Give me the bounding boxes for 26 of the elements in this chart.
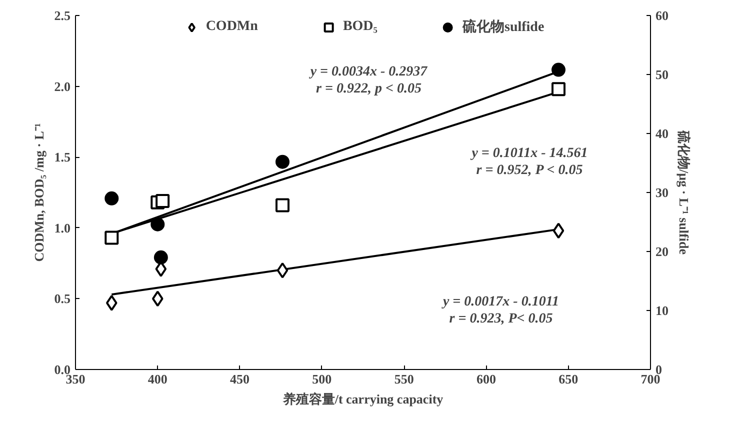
y-tick-label: 1.5 bbox=[54, 150, 71, 165]
x-tick-label: 600 bbox=[476, 372, 496, 386]
y-tick-label: 0.5 bbox=[54, 291, 71, 306]
x-tick-label: 450 bbox=[230, 372, 250, 386]
x-axis-title: 养殖容量/t carrying capacity bbox=[282, 392, 444, 406]
y2-tick-label: 30 bbox=[656, 185, 668, 200]
x-tick-label: 650 bbox=[558, 372, 578, 386]
y-tick-label: 1.0 bbox=[54, 220, 70, 236]
annotation: y = 0.0017x - 0.1011 r = 0.923, P< 0.05 bbox=[440, 294, 560, 327]
y2-tick-label: 60 bbox=[656, 8, 668, 23]
legend-label: 硫化物sulfide bbox=[462, 18, 544, 36]
y2-tick-label: 40 bbox=[656, 126, 668, 141]
legend-label: BOD₅ bbox=[342, 19, 378, 35]
x-tick-label: 400 bbox=[148, 372, 168, 386]
x-tick-label: 500 bbox=[312, 372, 332, 386]
annotation: y = 0.1011x - 14.561 r = 0.952, P < 0.05 bbox=[470, 146, 588, 178]
x-tick-label: 550 bbox=[394, 372, 414, 386]
legend-label: CODMn bbox=[206, 19, 258, 35]
annotation: y = 0.0034x - 0.2937 r = 0.922, p < 0.05 bbox=[308, 64, 428, 97]
y2-tick-label: 20 bbox=[656, 244, 668, 259]
y-tick-label: 2.0 bbox=[54, 78, 70, 94]
y2-axis-title: 硫化物/μg · L⁻¹ sulfide bbox=[676, 130, 692, 255]
y2-tick-label: 10 bbox=[656, 303, 668, 318]
y-axis-title: CODMn, BOD₅ /mg · L⁻¹ bbox=[31, 123, 46, 262]
y2-tick-label: 50 bbox=[656, 67, 668, 82]
y-tick-label: 2.5 bbox=[54, 8, 71, 23]
